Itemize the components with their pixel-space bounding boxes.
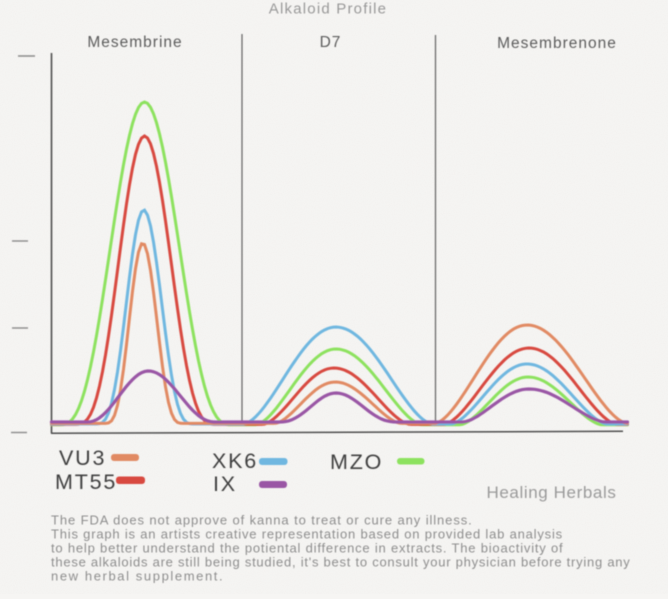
svg-text:Alkaloid Profile: Alkaloid Profile bbox=[269, 1, 387, 18]
svg-text:Mesembrine: Mesembrine bbox=[87, 34, 182, 51]
svg-text:new herbal supplement.: new herbal supplement. bbox=[51, 569, 224, 584]
svg-text:Mesembrenone: Mesembrenone bbox=[497, 35, 617, 52]
svg-text:VU3: VU3 bbox=[59, 446, 106, 470]
svg-text:This graph is an artists creat: This graph is an artists creative repres… bbox=[51, 527, 563, 542]
svg-text:these alkaloids are still bein: these alkaloids are still being studied,… bbox=[51, 555, 631, 570]
svg-text:The FDA does not approve of ka: The FDA does not approve of kanna to tre… bbox=[51, 513, 473, 528]
svg-text:D7: D7 bbox=[320, 34, 342, 51]
svg-text:IX: IX bbox=[213, 472, 237, 496]
svg-text:MT55: MT55 bbox=[55, 470, 117, 494]
svg-text:MZO: MZO bbox=[330, 450, 383, 474]
svg-text:to help better understand the: to help better understand the potiental … bbox=[51, 541, 563, 556]
svg-text:Healing Herbals: Healing Herbals bbox=[487, 483, 617, 502]
svg-text:XK6: XK6 bbox=[212, 449, 258, 473]
